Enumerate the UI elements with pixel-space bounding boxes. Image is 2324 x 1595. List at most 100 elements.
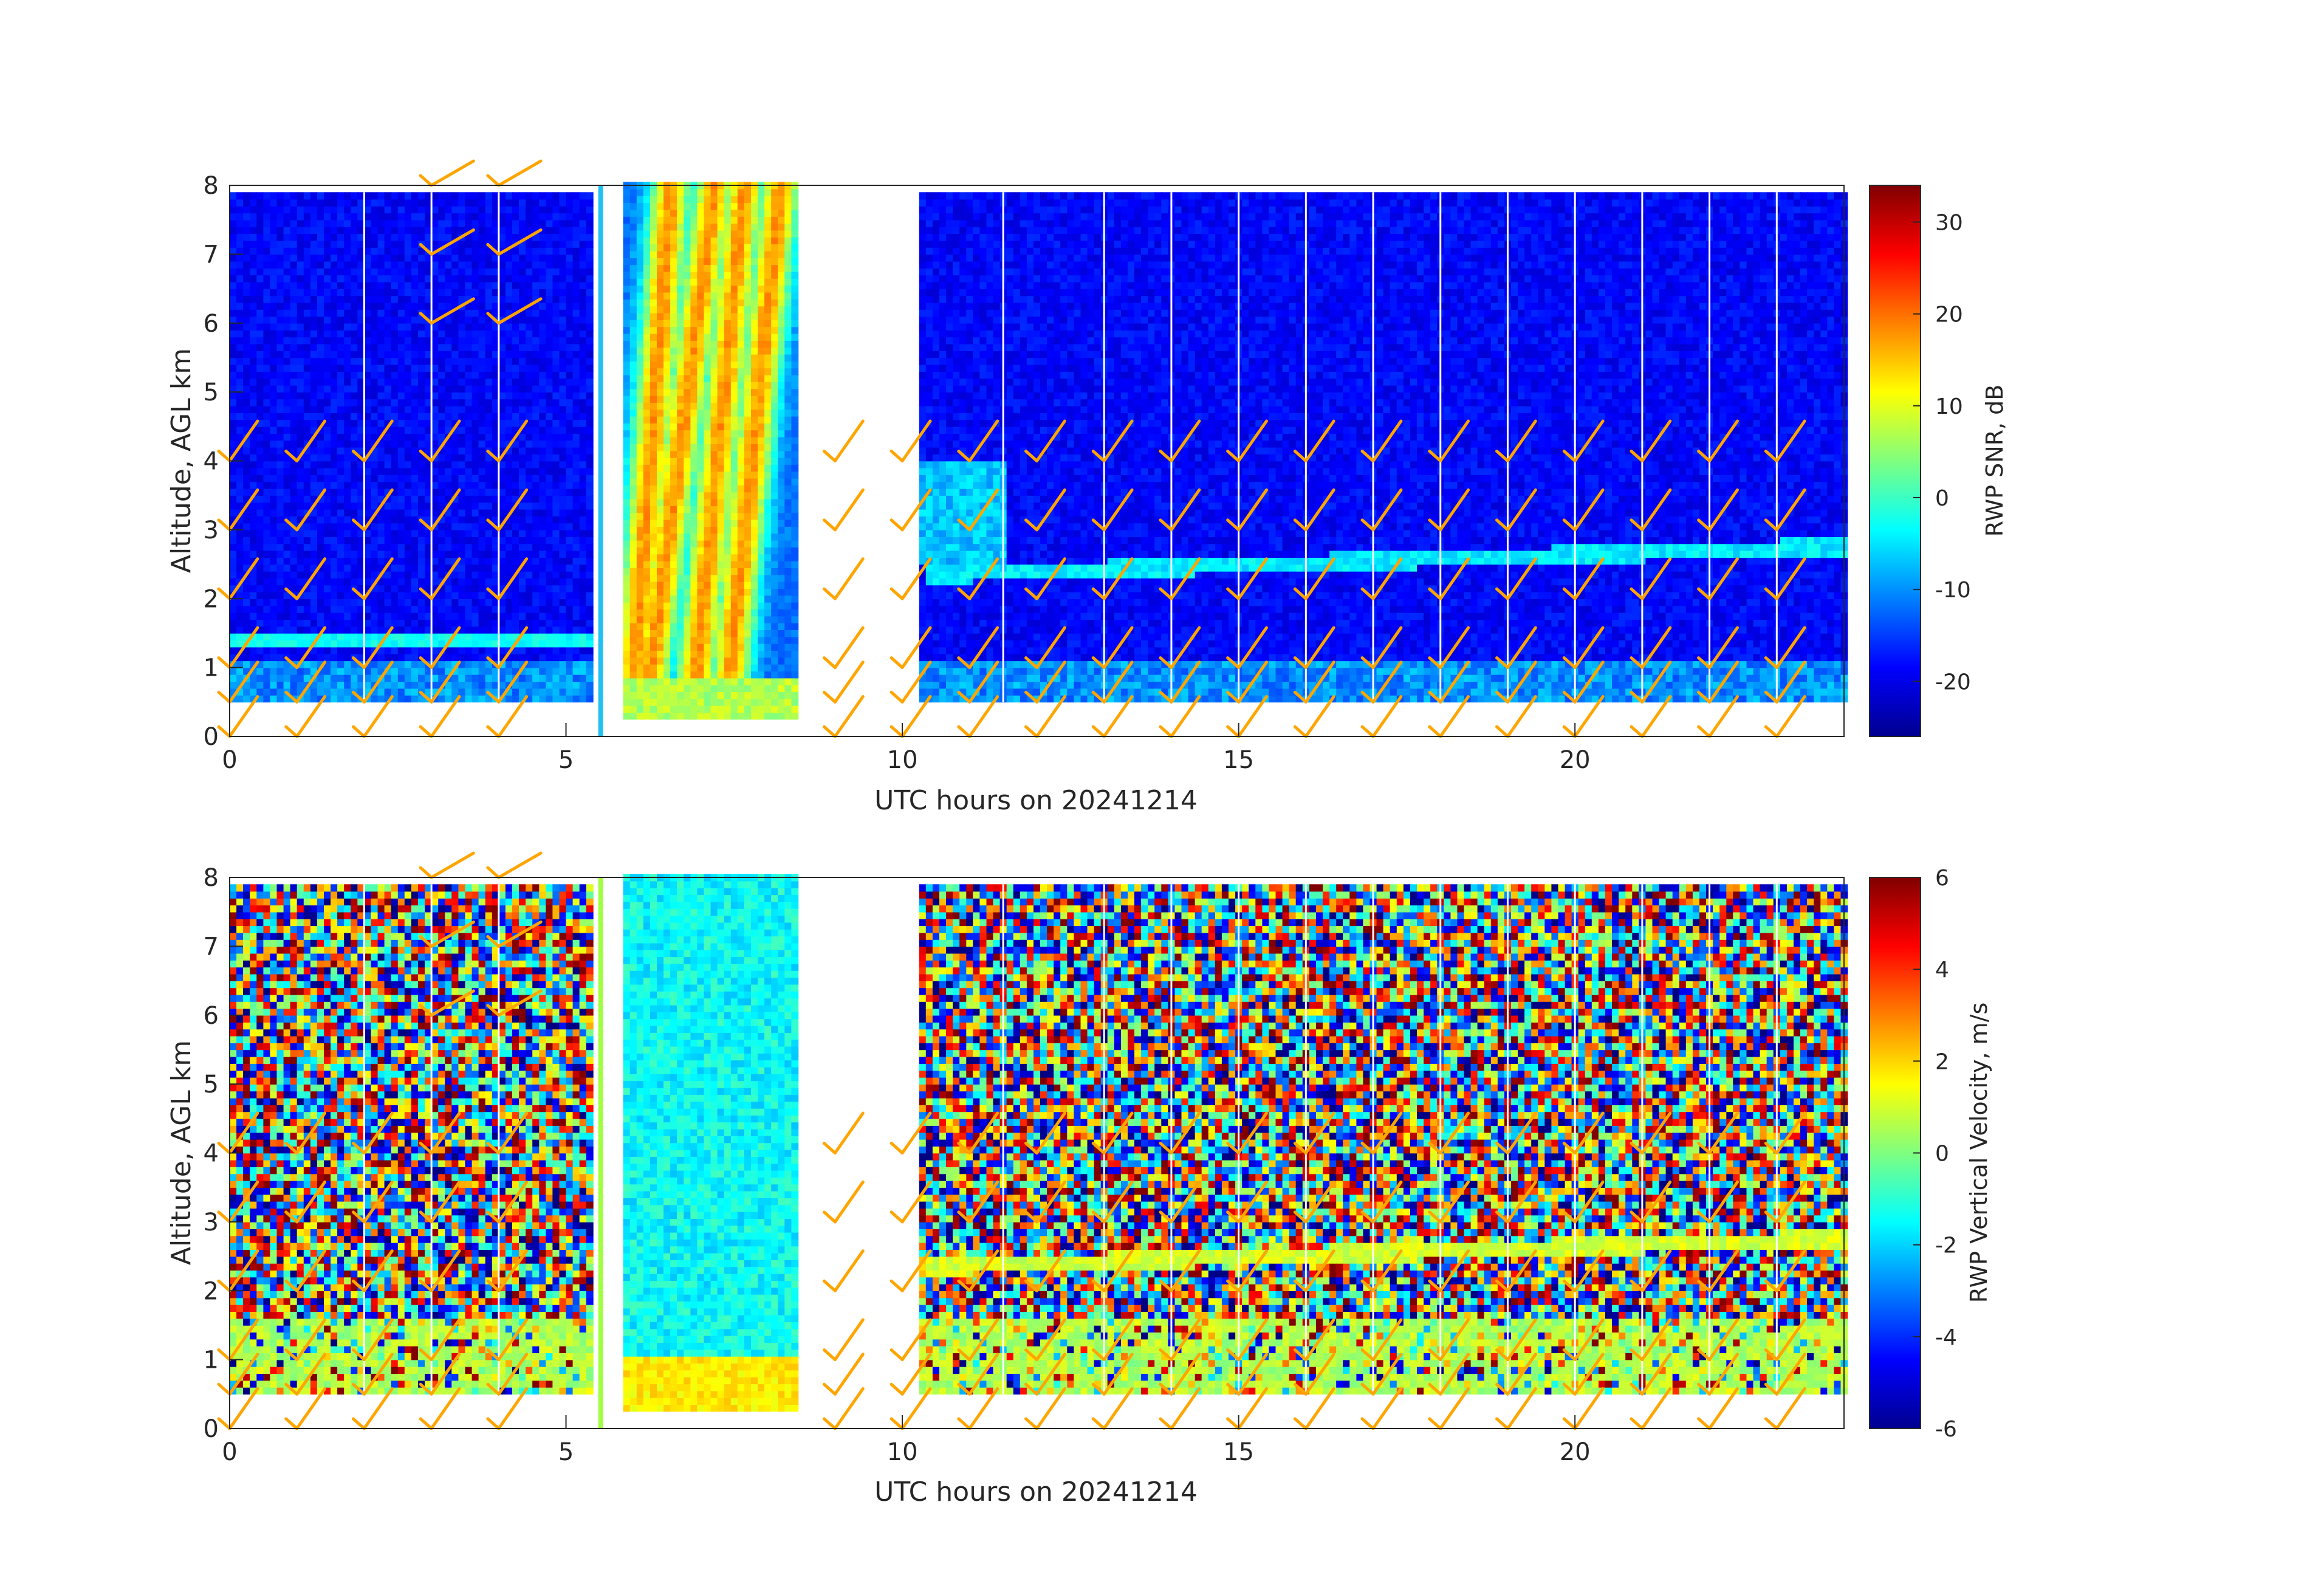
heatmap-cell xyxy=(451,551,459,558)
heatmap-cell xyxy=(391,509,399,516)
heatmap-cell xyxy=(331,365,338,372)
heatmap-cell xyxy=(304,316,311,323)
heatmap-cell xyxy=(270,254,277,261)
heatmap-cell xyxy=(512,523,519,530)
heatmap-cell xyxy=(331,606,338,613)
heatmap-cell xyxy=(385,654,392,661)
heatmap-cell xyxy=(243,606,250,613)
heatmap-cell xyxy=(331,530,338,537)
heatmap-cell xyxy=(250,254,257,261)
heatmap-cell xyxy=(670,210,677,217)
heatmap-cell xyxy=(697,678,704,685)
heatmap-cell xyxy=(371,206,379,213)
heatmap-cell xyxy=(560,633,567,640)
heatmap-cell xyxy=(670,451,677,458)
heatmap-cell xyxy=(351,220,358,227)
heatmap-cell xyxy=(445,357,452,365)
heatmap-cell xyxy=(472,433,479,441)
heatmap-cell xyxy=(697,202,704,210)
heatmap-cell xyxy=(256,688,264,696)
heatmap-cell xyxy=(324,564,331,572)
heatmap-cell xyxy=(458,681,465,688)
heatmap-cell xyxy=(546,516,553,523)
heatmap-cell xyxy=(677,285,684,292)
heatmap-cell xyxy=(270,489,277,496)
heatmap-cell xyxy=(297,509,304,516)
heatmap-cell xyxy=(643,334,651,341)
heatmap-cell xyxy=(398,337,405,344)
heatmap-cell xyxy=(304,406,311,413)
heatmap-cell xyxy=(546,647,553,654)
heatmap-cell xyxy=(560,660,567,668)
heatmap-cell xyxy=(317,413,324,420)
heatmap-cell xyxy=(485,206,493,213)
heatmap-cell xyxy=(465,674,473,682)
heatmap-cell xyxy=(256,433,264,441)
heatmap-cell xyxy=(351,330,358,337)
heatmap-cell xyxy=(411,316,419,323)
heatmap-cell xyxy=(690,437,698,444)
heatmap-cell xyxy=(580,413,587,420)
heatmap-cell xyxy=(398,578,405,585)
heatmap-cell xyxy=(552,282,560,289)
heatmap-cell xyxy=(418,647,425,654)
heatmap-cell xyxy=(479,681,486,688)
heatmap-cell xyxy=(637,444,644,451)
heatmap-cell xyxy=(657,629,664,637)
heatmap-cell xyxy=(236,475,244,482)
heatmap-cell xyxy=(236,619,244,626)
heatmap-cell xyxy=(431,599,439,606)
heatmap-cell xyxy=(431,626,439,634)
heatmap-cell xyxy=(297,633,304,640)
heatmap-cell xyxy=(310,654,318,661)
heatmap-cell xyxy=(643,244,651,251)
heatmap-cell xyxy=(458,516,465,523)
heatmap-cell xyxy=(418,468,425,475)
heatmap-cell xyxy=(485,557,493,564)
heatmap-cell xyxy=(263,530,270,537)
heatmap-cell xyxy=(364,206,371,213)
heatmap-cell xyxy=(263,564,270,572)
heatmap-cell xyxy=(344,316,351,323)
heatmap-cell xyxy=(411,199,419,207)
heatmap-cell xyxy=(704,705,711,713)
heatmap-cell xyxy=(704,402,711,410)
heatmap-cell xyxy=(243,371,250,379)
heatmap-cell xyxy=(650,189,657,196)
heatmap-cell xyxy=(263,654,270,661)
heatmap-cell xyxy=(623,657,631,665)
heatmap-cell xyxy=(405,303,412,310)
heatmap-cell xyxy=(485,371,493,379)
heatmap-cell xyxy=(663,699,671,706)
heatmap-cell xyxy=(411,357,419,365)
heatmap-cell xyxy=(670,430,677,437)
heatmap-cell xyxy=(552,544,560,551)
heatmap-cell xyxy=(526,261,533,269)
heatmap-cell xyxy=(418,282,425,289)
heatmap-cell xyxy=(637,389,644,396)
heatmap-cell xyxy=(586,447,594,454)
heatmap-cell xyxy=(250,330,257,337)
heatmap-cell xyxy=(663,478,671,485)
heatmap-cell xyxy=(479,433,486,441)
heatmap-cell xyxy=(270,413,277,420)
heatmap-cell xyxy=(690,237,698,244)
heatmap-cell xyxy=(405,233,412,241)
heatmap-cell xyxy=(378,316,385,323)
heatmap-cell xyxy=(573,482,580,489)
heatmap-cell xyxy=(297,330,304,337)
heatmap-cell xyxy=(684,223,691,230)
heatmap-cell xyxy=(304,399,311,406)
heatmap-cell xyxy=(297,674,304,682)
heatmap-cell xyxy=(371,468,379,475)
heatmap-cell xyxy=(236,537,244,544)
heatmap-cell xyxy=(526,365,533,372)
heatmap-cell xyxy=(398,557,405,564)
heatmap-cell xyxy=(385,461,392,468)
heatmap-cell xyxy=(465,495,473,503)
heatmap-cell xyxy=(663,423,671,430)
heatmap-cell xyxy=(532,433,540,441)
heatmap-cell xyxy=(317,357,324,365)
heatmap-cell xyxy=(684,458,691,465)
heatmap-cell xyxy=(677,437,684,444)
